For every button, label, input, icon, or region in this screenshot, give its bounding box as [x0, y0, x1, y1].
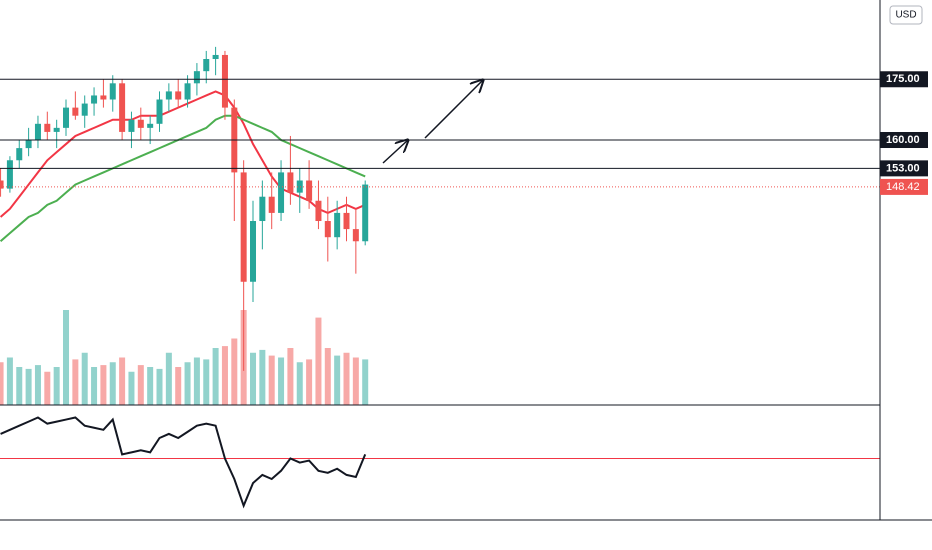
- volume-bar: [44, 371, 51, 405]
- candle-body: [221, 54, 228, 108]
- candle-body: [259, 196, 266, 222]
- volume-bar: [221, 346, 228, 405]
- rsi-line: [0, 416, 367, 509]
- candle-body: [296, 180, 303, 193]
- volume-bar: [81, 352, 88, 405]
- candle-body: [25, 140, 32, 149]
- candle-body: [91, 95, 98, 104]
- plot: [0, 46, 880, 509]
- volume-bar: [324, 348, 331, 405]
- candle-body: [315, 200, 322, 222]
- volume-bar: [0, 362, 4, 405]
- volume-bar: [53, 367, 60, 405]
- volume-bar: [165, 352, 172, 405]
- volume-bar: [175, 367, 182, 405]
- volume-bar: [287, 348, 294, 405]
- candle-body: [156, 99, 163, 124]
- candle-body: [184, 83, 191, 100]
- candle-body: [72, 107, 79, 116]
- candle-body: [16, 148, 23, 161]
- candle-body: [175, 91, 182, 100]
- candle-body: [203, 59, 210, 72]
- volume-bar: [334, 355, 341, 405]
- moving-average: [0, 114, 366, 243]
- candle-body: [278, 172, 285, 213]
- volume-bar: [362, 359, 369, 405]
- volume-bar: [72, 359, 79, 405]
- volume-bar: [306, 359, 313, 405]
- volume-bar: [343, 352, 350, 405]
- candle-body: [0, 180, 4, 189]
- candle-body: [53, 127, 60, 132]
- candle-body: [165, 91, 172, 100]
- volume-bar: [119, 357, 126, 405]
- volume-bar: [6, 357, 13, 405]
- volume-bar: [250, 352, 257, 405]
- currency: USD: [895, 10, 916, 21]
- level-label: 175.00: [886, 73, 920, 85]
- volume-bar: [193, 357, 200, 405]
- candle-body: [119, 83, 126, 132]
- volume-bar: [34, 365, 41, 405]
- volume-bar: [63, 310, 70, 405]
- volume-bar: [100, 365, 107, 405]
- volume-bar: [137, 365, 144, 405]
- volume-bar: [147, 367, 154, 405]
- volume-bar: [184, 362, 191, 405]
- candle-body: [81, 103, 88, 116]
- candle-body: [334, 212, 341, 238]
- last-price-label: 148.42: [886, 181, 920, 193]
- candle-body: [250, 221, 257, 282]
- candle-body: [287, 172, 294, 193]
- candle-body: [109, 83, 116, 100]
- volume-bar: [352, 357, 359, 405]
- candle-body: [362, 184, 369, 242]
- candle-body: [268, 196, 275, 213]
- level-label-box: [880, 160, 928, 177]
- candle-body: [324, 221, 331, 238]
- candle-body: [343, 212, 350, 230]
- last-price-box: [880, 178, 928, 195]
- candle-body: [306, 180, 313, 201]
- candle-body: [193, 71, 200, 84]
- level-label: 160.00: [886, 134, 920, 146]
- level-label-box: [880, 71, 928, 88]
- candle-body: [352, 229, 359, 242]
- moving-average: [0, 90, 366, 218]
- volume-bar: [259, 349, 266, 405]
- volume-bar: [278, 357, 285, 405]
- currency-box[interactable]: [889, 5, 923, 25]
- volume-bar: [25, 368, 32, 405]
- axis: 175.00 160.00 153.00 148.42: [880, 71, 928, 195]
- volume-bar: [156, 368, 163, 405]
- candle-body: [34, 123, 41, 141]
- candle-body: [212, 54, 219, 60]
- level-label-box: [880, 132, 928, 149]
- candle-body: [147, 123, 154, 128]
- candle-body: [240, 172, 247, 282]
- volume-bar: [315, 317, 322, 405]
- arrow: [382, 140, 408, 164]
- candle-body: [44, 123, 51, 132]
- volume-bar: [231, 338, 238, 405]
- volume-bar: [296, 362, 303, 405]
- candle-body: [100, 95, 107, 100]
- candle-body: [137, 119, 144, 128]
- level-label: 153.00: [886, 162, 920, 174]
- candle-body: [128, 119, 135, 132]
- volume-bar: [16, 367, 23, 405]
- volume-bar: [91, 367, 98, 405]
- volume-bar: [268, 355, 275, 405]
- volume-bar: [212, 348, 219, 405]
- candle-body: [6, 160, 13, 189]
- arrow: [424, 80, 483, 139]
- volume-bar: [203, 359, 210, 405]
- volume-bar: [128, 371, 135, 405]
- volume-bar: [109, 362, 116, 405]
- candle-body: [63, 107, 70, 128]
